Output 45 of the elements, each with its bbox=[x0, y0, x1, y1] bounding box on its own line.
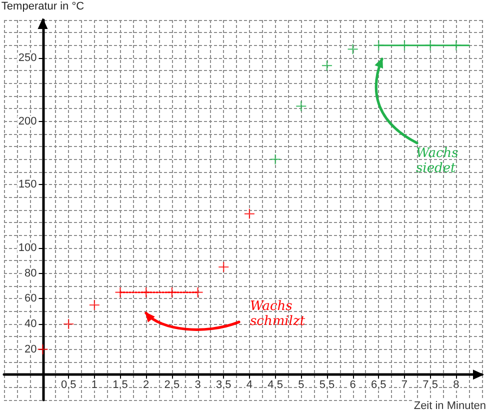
y-tick-label: 40 bbox=[24, 318, 37, 330]
x-tick-label: 1 bbox=[91, 379, 98, 392]
x-tick-label: 7 bbox=[401, 379, 408, 392]
point bbox=[374, 40, 384, 50]
x-tick-label: 6,5 bbox=[371, 379, 386, 392]
point bbox=[270, 154, 280, 164]
x-tick-label: 1,5 bbox=[112, 379, 128, 392]
y-tick-label: 80 bbox=[24, 267, 37, 280]
x-tick-label: 4,5 bbox=[268, 379, 283, 392]
x-tick-label: 5,5 bbox=[319, 379, 335, 392]
y-tick-label: 100 bbox=[18, 242, 37, 254]
point bbox=[115, 287, 126, 298]
x-tick-label: 6 bbox=[350, 379, 356, 392]
annotation: Wachs schmilzt bbox=[250, 299, 306, 329]
y-tick-label: 20 bbox=[24, 343, 37, 356]
x-tick-label: 5 bbox=[298, 379, 304, 392]
annotation: Wachs siedet bbox=[416, 146, 458, 176]
x-tick-label: 3 bbox=[194, 379, 201, 392]
x-tick-label: 7,5 bbox=[422, 379, 438, 392]
x-tick-label: 3,5 bbox=[216, 379, 232, 392]
x-tick-label: 4 bbox=[246, 379, 253, 392]
point bbox=[348, 44, 358, 54]
point bbox=[425, 40, 436, 50]
point bbox=[244, 208, 254, 219]
point bbox=[89, 300, 100, 310]
point bbox=[166, 287, 177, 298]
x-tick-label: 2,5 bbox=[164, 379, 180, 392]
point bbox=[451, 40, 462, 50]
x-tick-label: 0,5 bbox=[60, 379, 76, 392]
x-tick-label: 8 bbox=[453, 379, 460, 392]
point bbox=[322, 60, 332, 71]
y-axis-title: Temperatur in °C bbox=[1, 0, 84, 12]
point bbox=[38, 344, 48, 354]
y-tick-label: 150 bbox=[18, 178, 37, 191]
x-axis-title: Zeit in Minuten bbox=[414, 400, 486, 413]
y-tick-label: 200 bbox=[18, 115, 37, 128]
point bbox=[296, 101, 306, 112]
point bbox=[192, 287, 203, 298]
point bbox=[141, 287, 152, 298]
point bbox=[218, 262, 229, 272]
y-tick-label: 60 bbox=[24, 292, 37, 305]
x-tick-label: 2 bbox=[143, 379, 150, 392]
point bbox=[64, 319, 74, 329]
y-tick-label: 250 bbox=[18, 52, 37, 64]
point bbox=[399, 40, 410, 50]
